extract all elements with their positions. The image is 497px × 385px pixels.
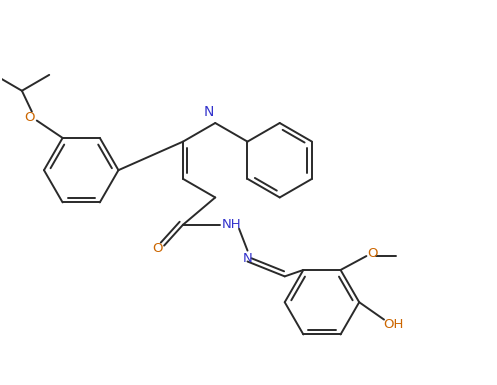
Text: N: N [243,252,252,265]
Text: NH: NH [221,218,241,231]
Text: N: N [204,105,215,119]
Text: O: O [367,247,378,260]
Text: O: O [153,242,163,254]
Text: O: O [24,110,35,124]
Text: OH: OH [383,318,403,331]
